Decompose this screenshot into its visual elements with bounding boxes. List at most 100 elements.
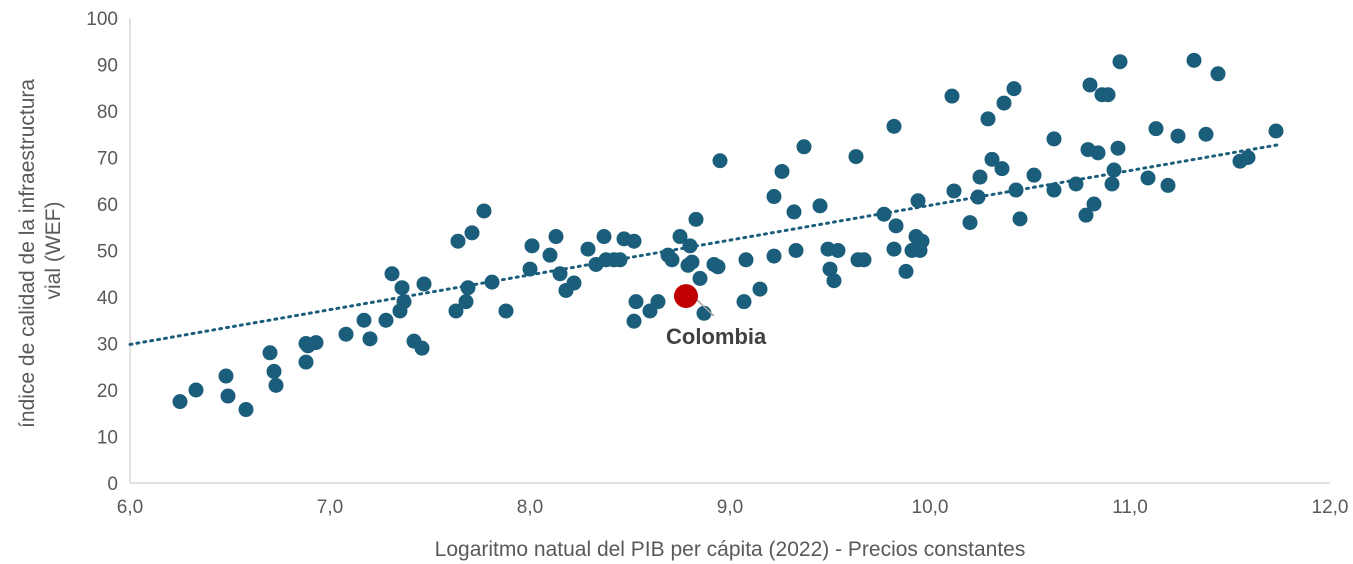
data-point (567, 276, 582, 291)
data-point (973, 170, 988, 185)
y-tick-label: 20 (97, 381, 118, 402)
data-point (997, 96, 1012, 111)
data-point (239, 402, 254, 417)
data-point (889, 218, 904, 233)
data-point (339, 327, 354, 342)
data-point (1241, 150, 1256, 165)
data-point (831, 243, 846, 258)
data-point (1161, 178, 1176, 193)
data-point (1113, 54, 1128, 69)
data-point (849, 149, 864, 164)
y-tick-label: 70 (97, 149, 118, 170)
x-tick-label: 12,0 (1312, 497, 1349, 518)
data-point (1111, 141, 1126, 156)
x-tick-label: 10,0 (912, 497, 949, 518)
y-tick-label: 80 (97, 102, 118, 123)
data-point (887, 242, 902, 257)
y-tick-label: 50 (97, 242, 118, 263)
data-point (1091, 145, 1106, 160)
y-axis-title-line-1: índice de calidad de la infraestructura (16, 79, 39, 428)
data-point (693, 271, 708, 286)
data-point (857, 252, 872, 267)
data-point (385, 266, 400, 281)
data-point (263, 345, 278, 360)
data-point (797, 139, 812, 154)
data-point (613, 252, 628, 267)
data-point (1007, 81, 1022, 96)
data-point (981, 111, 996, 126)
y-axis-title: índice de calidad de la infraestructura … (16, 73, 65, 428)
data-point (395, 280, 410, 295)
y-axis-title-line-2: vial (WEF) (42, 202, 65, 300)
data-point (753, 282, 768, 297)
data-point (1069, 177, 1084, 192)
data-point (947, 183, 962, 198)
data-point (689, 212, 704, 227)
data-point (451, 234, 466, 249)
data-point (173, 394, 188, 409)
data-point (309, 335, 324, 350)
x-tick-label: 7,0 (317, 497, 343, 518)
x-tick-label: 9,0 (717, 497, 743, 518)
y-tick-label: 60 (97, 195, 118, 216)
data-point (1107, 163, 1122, 178)
data-point (767, 249, 782, 264)
data-point (1105, 177, 1120, 192)
data-point (697, 306, 712, 321)
data-point (1211, 66, 1226, 81)
data-point (525, 238, 540, 253)
data-point (737, 294, 752, 309)
data-point (629, 294, 644, 309)
data-point (523, 262, 538, 277)
data-point (1199, 127, 1214, 142)
data-point (787, 204, 802, 219)
data-point (813, 198, 828, 213)
data-point (683, 238, 698, 253)
data-point (775, 164, 790, 179)
data-point (379, 313, 394, 328)
callout-label-colombia: Colombia (666, 324, 767, 349)
data-point (627, 234, 642, 249)
data-point (711, 259, 726, 274)
data-point (1047, 131, 1062, 146)
data-point (357, 313, 372, 328)
data-point (581, 242, 596, 257)
y-tick-label: 0 (107, 474, 118, 495)
data-point (415, 341, 430, 356)
x-axis-title: Logaritmo natual del PIB per cápita (202… (435, 538, 1026, 561)
data-point (963, 215, 978, 230)
data-point (597, 229, 612, 244)
data-point (543, 248, 558, 263)
data-point (1047, 183, 1062, 198)
data-point (1101, 87, 1116, 102)
x-tick-label: 6,0 (117, 497, 143, 518)
data-point (461, 280, 476, 295)
data-point (1009, 183, 1024, 198)
data-point (553, 266, 568, 281)
y-tick-label: 30 (97, 335, 118, 356)
data-point (221, 389, 236, 404)
data-point (911, 193, 926, 208)
data-point (499, 303, 514, 318)
data-point (1187, 53, 1202, 68)
data-point (713, 153, 728, 168)
data-point (627, 314, 642, 329)
data-point (549, 229, 564, 244)
x-tick-label: 8,0 (517, 497, 543, 518)
data-point (995, 161, 1010, 176)
data-point (189, 383, 204, 398)
data-point (459, 294, 474, 309)
data-point (1171, 129, 1186, 144)
data-point (665, 252, 680, 267)
data-point (363, 331, 378, 346)
data-point (685, 255, 700, 270)
data-point (485, 275, 500, 290)
y-axis-ticks: 0102030405060708090100 (86, 9, 118, 495)
data-point (899, 264, 914, 279)
data-point (477, 203, 492, 218)
data-point (651, 294, 666, 309)
y-tick-label: 10 (97, 428, 118, 449)
x-axis-ticks: 6,0 7,0 8,0 9,0 10,0 11,0 12,0 (117, 497, 1349, 518)
data-point (767, 189, 782, 204)
data-point (1149, 121, 1164, 136)
